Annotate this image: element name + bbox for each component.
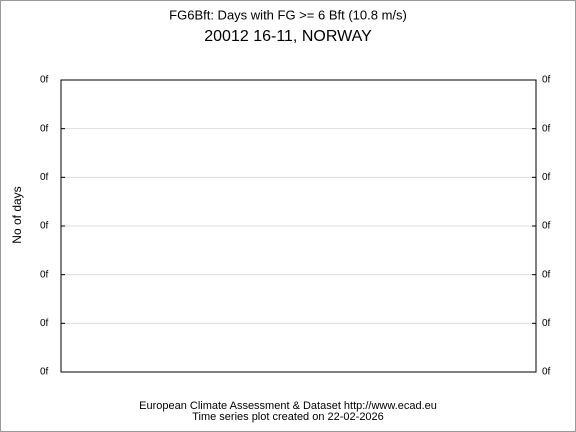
y-tick-label: 0f [40, 75, 49, 86]
y-tick-label: 0f [40, 123, 49, 134]
y-tick-label: 0f [40, 318, 49, 329]
y-tick-label: 0f [40, 367, 49, 378]
plot-area [60, 79, 537, 373]
chart-subtitle: 20012 16-11, NORWAY [204, 28, 372, 45]
y2-tick-label: 0f [542, 318, 551, 329]
y-axis-label: No of days [10, 186, 24, 243]
footer: Time series plot created on 22-02-2026 [192, 411, 384, 423]
y2-tick-label: 0f [542, 123, 551, 134]
y-tick-label: 0f [40, 221, 49, 232]
y2-tick-label: 0f [542, 221, 551, 232]
y-tick-label: 0f [40, 172, 49, 183]
footer: European Climate Assessment & Dataset ht… [139, 400, 437, 412]
y2-tick-label: 0f [542, 75, 551, 86]
y2-tick-label: 0f [542, 367, 551, 378]
y2-tick-label: 0f [542, 269, 551, 280]
y2-tick-label: 0f [542, 172, 551, 183]
chart-title: FG6Bft: Days with FG >= 6 Bft (10.8 m/s) [169, 7, 407, 22]
y-tick-label: 0f [40, 269, 49, 280]
